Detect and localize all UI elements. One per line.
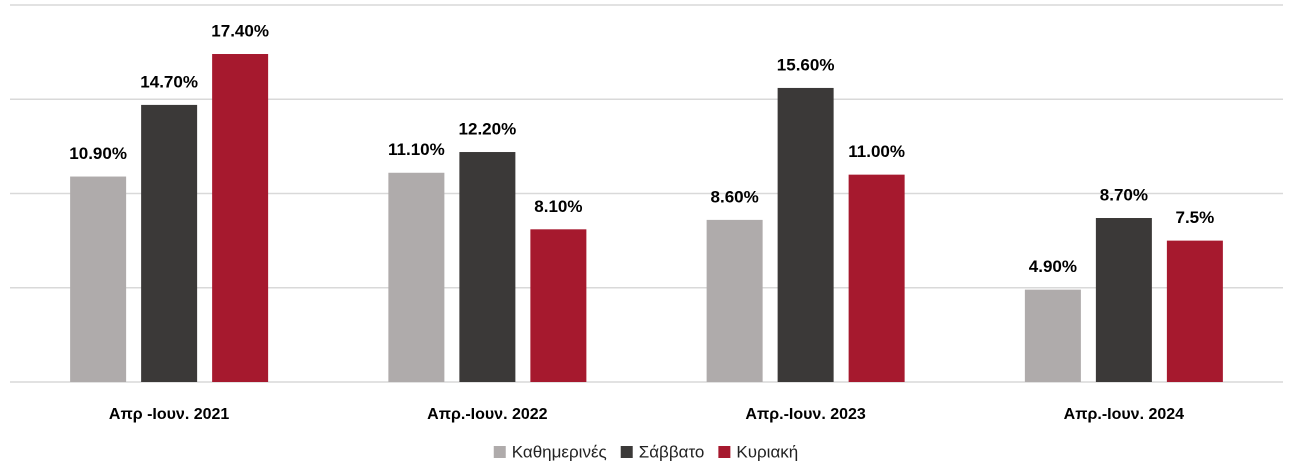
legend-swatch [718, 446, 731, 458]
x-tick-label: Απρ.-Ιουν. 2023 [745, 406, 865, 423]
data-label: 4.90% [1029, 257, 1077, 276]
bar [459, 152, 516, 382]
data-label: 7.5% [1176, 208, 1215, 227]
bar [70, 176, 127, 382]
bar [388, 172, 445, 382]
data-label: 12.20% [459, 120, 517, 139]
data-label: 8.70% [1100, 185, 1148, 204]
x-tick-label: Απρ.-Ιουν. 2024 [1064, 406, 1184, 423]
bar [141, 104, 198, 382]
bar [1024, 289, 1081, 382]
data-label: 8.60% [711, 187, 759, 206]
bar [1095, 218, 1152, 382]
bar [212, 54, 269, 382]
legend-swatch [620, 446, 633, 458]
bar [848, 174, 905, 382]
legend-label: Καθημερινές [512, 442, 607, 461]
data-label: 15.60% [777, 55, 835, 74]
data-label: 14.70% [140, 72, 198, 91]
bar [706, 219, 763, 382]
data-label: 17.40% [211, 21, 269, 40]
data-label: 11.10% [388, 140, 445, 159]
data-label: 8.10% [534, 197, 582, 216]
bar [530, 229, 587, 382]
bar [777, 87, 834, 382]
legend-label: Σάββατο [639, 442, 705, 461]
x-tick-label: Απρ.-Ιουν. 2022 [427, 406, 547, 423]
legend-swatch [493, 446, 506, 458]
legend-label: Κυριακή [736, 442, 798, 461]
data-label: 11.00% [848, 142, 905, 161]
bar [1166, 240, 1223, 382]
data-label: 10.90% [69, 144, 127, 163]
x-tick-label: Απρ -Ιουν. 2021 [109, 406, 229, 423]
